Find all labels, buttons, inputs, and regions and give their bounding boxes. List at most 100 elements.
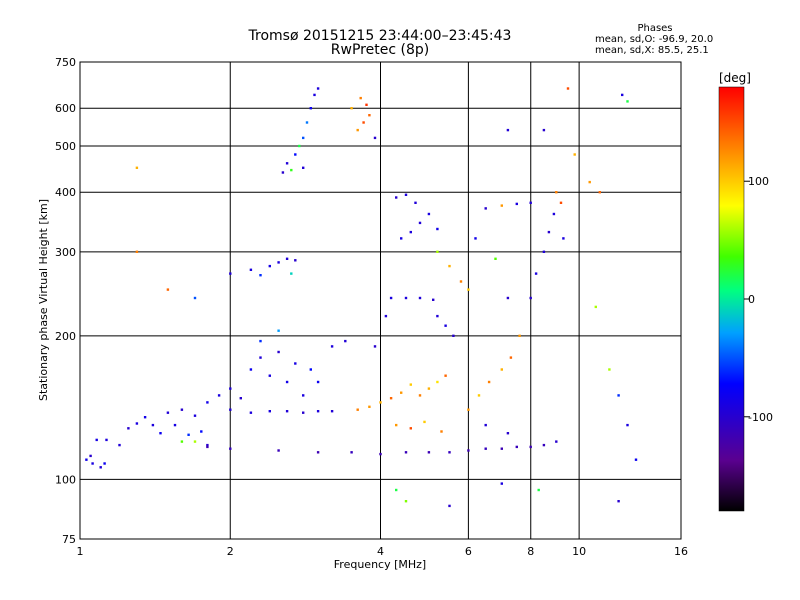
colorbar-tick-label: -100 <box>748 411 773 424</box>
data-point <box>518 334 521 337</box>
data-point <box>268 374 271 377</box>
data-point <box>127 427 130 430</box>
data-point <box>259 356 262 359</box>
data-point <box>135 422 139 425</box>
data-point <box>89 454 92 458</box>
data-point <box>436 227 439 231</box>
data-point <box>400 237 403 240</box>
data-point <box>302 136 305 140</box>
data-point <box>180 440 184 443</box>
data-point <box>594 305 597 309</box>
data-point <box>359 96 362 100</box>
data-point <box>427 387 431 390</box>
data-point <box>506 296 510 300</box>
data-point <box>268 410 271 413</box>
data-point <box>500 447 503 450</box>
x-tick-label: 10 <box>572 545 586 558</box>
data-point <box>193 296 197 300</box>
data-point <box>423 420 426 424</box>
data-point <box>281 171 285 174</box>
data-point <box>534 272 538 275</box>
plot-frame <box>79 61 682 540</box>
data-point <box>356 128 359 132</box>
data-point <box>566 87 570 90</box>
data-point <box>350 107 353 110</box>
data-point <box>444 324 447 327</box>
data-point <box>389 296 393 300</box>
data-point <box>626 100 629 103</box>
data-point <box>285 162 289 165</box>
data-point <box>229 387 232 390</box>
data-point <box>85 458 88 461</box>
x-tick-label: 8 <box>527 545 534 558</box>
data-point <box>409 383 412 386</box>
data-point <box>500 482 503 485</box>
data-point <box>400 391 403 394</box>
x-tick-label: 6 <box>465 545 472 558</box>
data-point <box>547 230 551 234</box>
stats-line-x: mean, sd,X: 85.5, 25.1 <box>595 45 709 56</box>
data-point <box>309 368 312 371</box>
data-point <box>259 274 262 277</box>
data-point <box>135 250 139 253</box>
data-point <box>290 168 293 172</box>
data-point <box>285 380 289 384</box>
data-point <box>395 196 398 199</box>
data-point <box>608 368 611 371</box>
data-point <box>316 410 320 413</box>
data-point <box>187 433 190 436</box>
data-point <box>436 250 439 253</box>
y-tick-label: 600 <box>55 102 76 115</box>
data-point <box>379 452 382 456</box>
data-point <box>537 488 540 492</box>
data-point <box>484 423 487 427</box>
data-point <box>500 204 503 207</box>
data-point <box>484 447 487 450</box>
data-point <box>379 401 382 404</box>
data-point <box>621 93 624 97</box>
data-point <box>166 411 170 414</box>
data-point <box>598 191 601 194</box>
data-point <box>229 272 232 275</box>
data-point <box>294 153 297 156</box>
data-point <box>159 432 162 435</box>
data-point <box>316 380 320 384</box>
colorbar-tick-label: 0 <box>748 293 755 306</box>
data-point <box>573 153 576 156</box>
data-point <box>316 451 320 454</box>
data-point <box>432 298 435 301</box>
data-point <box>427 212 431 216</box>
chart-title: Tromsø 20151215 23:44:00–23:45:43 <box>248 28 512 44</box>
data-point <box>395 488 398 492</box>
grid-lines <box>80 62 681 539</box>
data-point <box>290 272 293 275</box>
data-point <box>542 250 546 253</box>
data-point <box>409 427 412 430</box>
data-point <box>588 180 591 184</box>
data-point <box>206 445 209 449</box>
colorbar-tick-label: 100 <box>748 175 769 188</box>
data-point <box>487 380 491 384</box>
data-point <box>239 397 242 400</box>
data-point <box>305 121 309 124</box>
data-point <box>373 136 377 140</box>
data-point <box>277 261 280 264</box>
data-point <box>436 380 439 384</box>
data-point <box>515 445 518 449</box>
data-point <box>617 394 620 397</box>
data-point <box>180 408 184 411</box>
data-point <box>277 329 280 332</box>
data-point <box>294 259 297 262</box>
data-point <box>509 356 513 359</box>
data-point <box>249 368 253 371</box>
data-point <box>309 107 312 110</box>
y-tick-label: 200 <box>55 330 76 343</box>
chart-subtitle: RwPretec (8p) <box>331 42 429 58</box>
data-point <box>448 451 451 454</box>
data-point <box>559 201 563 204</box>
data-point <box>552 212 556 216</box>
data-point <box>166 288 170 291</box>
data-point <box>277 350 280 354</box>
colorbar-ticks: 100 0 -100 <box>744 175 773 424</box>
